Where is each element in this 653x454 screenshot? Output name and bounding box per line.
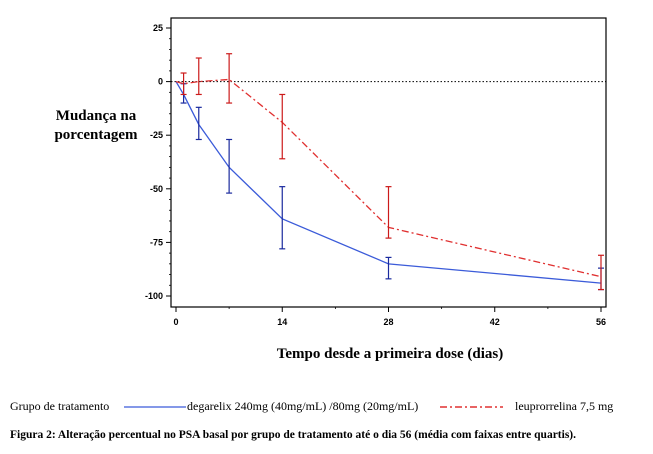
legend-item-degarelix: degarelix 240mg (40mg/mL) /80mg (20mg/mL… bbox=[187, 399, 419, 413]
error-bar bbox=[385, 256, 392, 280]
series-leuprorrelina bbox=[175, 53, 604, 291]
x-tick-label: 0 bbox=[173, 317, 178, 327]
y-tick-label: 25 bbox=[153, 23, 163, 33]
y-tick-label: -75 bbox=[150, 237, 163, 247]
y-axis-label-line-2: porcentagem bbox=[54, 127, 138, 143]
series-line bbox=[175, 81, 602, 284]
figure-caption: Figura 2: Alteração percentual no PSA ba… bbox=[10, 429, 577, 441]
y-tick-label: -50 bbox=[150, 184, 163, 194]
x-axis-label: Tempo desde a primeira dose (dias) bbox=[276, 346, 504, 362]
error-bar bbox=[226, 138, 233, 194]
error-bar bbox=[226, 53, 233, 104]
y-axis-label: Mudança na porcentagem bbox=[40, 107, 152, 145]
y-tick-label: 0 bbox=[158, 77, 163, 87]
error-bar bbox=[279, 93, 286, 160]
chart-series bbox=[175, 53, 604, 291]
error-bar bbox=[180, 72, 187, 96]
series-degarelix bbox=[175, 81, 604, 291]
error-bar bbox=[598, 254, 604, 291]
error-bar bbox=[195, 57, 202, 96]
x-tick-label: 56 bbox=[596, 317, 606, 327]
legend-item-leuprorrelina: leuprorrelina 7,5 mg bbox=[515, 399, 614, 413]
error-bar bbox=[195, 106, 202, 141]
error-bar bbox=[385, 186, 392, 239]
y-tick-label: -100 bbox=[145, 291, 163, 301]
x-tick-label: 14 bbox=[277, 317, 287, 327]
legend: Grupo de tratamento degarelix 240mg (40m… bbox=[10, 399, 650, 415]
y-axis-label-line-1: Mudança na bbox=[55, 108, 137, 124]
x-tick-label: 28 bbox=[383, 317, 393, 327]
chart-axes: 25 0 -25 -50 -75 -100 0 14 28 42 56 bbox=[145, 17, 607, 327]
y-tick-label: -25 bbox=[150, 130, 163, 140]
legend-title: Grupo de tratamento bbox=[10, 399, 110, 413]
x-tick-label: 42 bbox=[490, 317, 500, 327]
error-bar bbox=[279, 186, 286, 250]
